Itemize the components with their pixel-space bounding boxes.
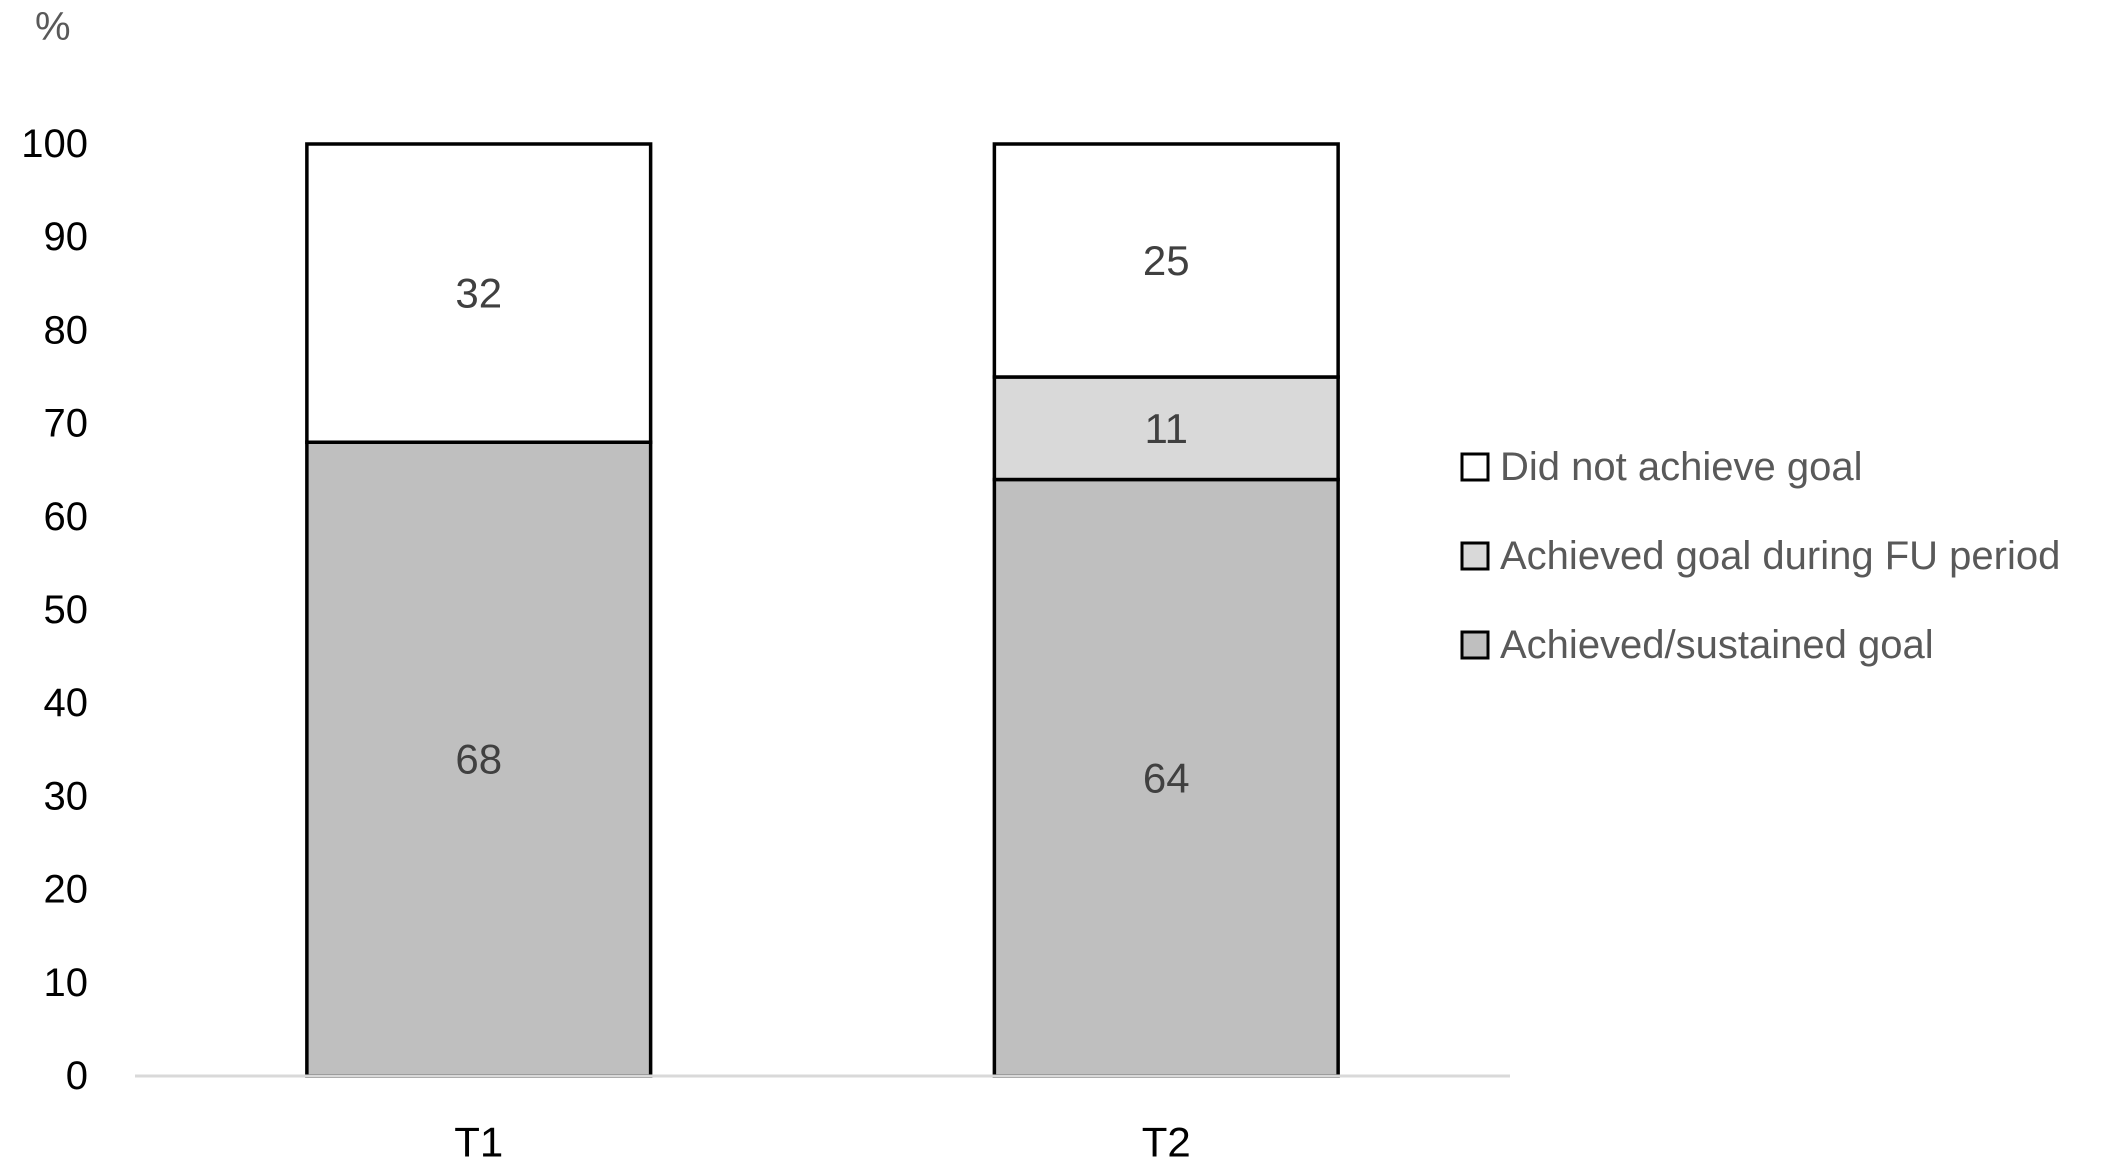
x-tick-label: T2 <box>1142 1119 1191 1164</box>
data-label: 32 <box>455 270 502 317</box>
bars-group: 68 32 64 11 25 <box>305 142 1340 1078</box>
y-tick-label: 60 <box>44 495 89 539</box>
y-tick-label: 20 <box>44 868 89 912</box>
bar-segment <box>992 142 1340 379</box>
bar-segment <box>305 440 653 1078</box>
y-tick-label: 40 <box>44 681 89 725</box>
legend-label: Did not achieve goal <box>1500 445 1862 489</box>
y-tick-label: 30 <box>44 774 89 818</box>
y-tick-label: 90 <box>44 215 89 259</box>
x-tick-label: T1 <box>454 1119 503 1164</box>
y-axis-label: % <box>35 5 71 49</box>
data-label: 68 <box>455 736 502 783</box>
y-tick-label: 0 <box>66 1054 88 1098</box>
x-axis-ticks: T1 T2 <box>454 1119 1191 1164</box>
legend-swatch <box>1460 541 1490 571</box>
data-label: 64 <box>1143 754 1190 801</box>
data-label: 11 <box>1144 405 1188 452</box>
legend-swatch <box>1460 630 1490 660</box>
y-axis-ticks: 0 10 20 30 40 50 60 70 80 90 100 <box>21 122 88 1098</box>
y-tick-label: 80 <box>44 308 89 352</box>
y-tick-label: 50 <box>44 588 89 632</box>
y-tick-label: 100 <box>21 122 88 166</box>
legend-label: Achieved/sustained goal <box>1500 623 1934 667</box>
bar-segment <box>992 375 1340 482</box>
y-tick-label: 10 <box>44 961 89 1005</box>
data-label: 25 <box>1143 237 1190 284</box>
legend-label: Achieved goal during FU period <box>1500 534 2060 578</box>
bar-segment <box>305 142 653 444</box>
legend: Did not achieve goal Achieved goal during… <box>1460 445 2060 667</box>
legend-swatch <box>1460 452 1490 482</box>
y-tick-label: 70 <box>44 402 89 446</box>
